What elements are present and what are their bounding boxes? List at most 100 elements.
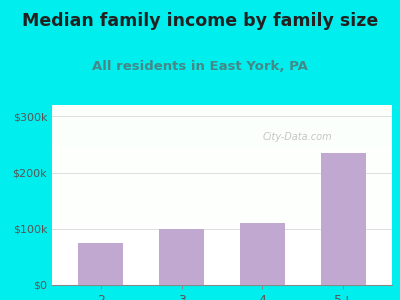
Bar: [52, 107, 392, 108]
Bar: [52, 267, 392, 268]
Bar: [52, 266, 392, 267]
Bar: [52, 127, 392, 128]
Bar: [52, 141, 392, 142]
Bar: [52, 244, 392, 245]
Bar: [52, 148, 392, 149]
Bar: [52, 157, 392, 158]
Bar: [52, 220, 392, 221]
Bar: [159, 229, 204, 285]
Bar: [52, 232, 392, 233]
Bar: [52, 233, 392, 234]
Bar: [52, 122, 392, 123]
Bar: [52, 138, 392, 139]
Bar: [52, 203, 392, 204]
Bar: [52, 151, 392, 152]
Bar: [52, 173, 392, 174]
Bar: [52, 186, 392, 187]
Bar: [52, 139, 392, 140]
Bar: [52, 279, 392, 280]
Bar: [52, 181, 392, 182]
Bar: [52, 207, 392, 208]
Bar: [52, 146, 392, 147]
Bar: [52, 227, 392, 228]
Bar: [52, 114, 392, 115]
Bar: [52, 125, 392, 126]
Bar: [52, 188, 392, 189]
Bar: [52, 271, 392, 272]
Bar: [52, 218, 392, 219]
Bar: [52, 201, 392, 202]
Bar: [52, 265, 392, 266]
Bar: [52, 276, 392, 277]
Bar: [52, 245, 392, 246]
Bar: [52, 259, 392, 260]
Bar: [52, 239, 392, 240]
Bar: [52, 113, 392, 114]
Bar: [52, 226, 392, 227]
Bar: [52, 197, 392, 198]
Bar: [52, 195, 392, 196]
Bar: [52, 230, 392, 231]
Bar: [52, 202, 392, 203]
Bar: [52, 110, 392, 111]
Bar: [52, 246, 392, 247]
Bar: [52, 261, 392, 262]
Bar: [52, 145, 392, 146]
Bar: [52, 223, 392, 224]
Bar: [52, 247, 392, 248]
Bar: [52, 258, 392, 259]
Bar: [52, 219, 392, 220]
Bar: [52, 193, 392, 194]
Bar: [52, 109, 392, 110]
Bar: [52, 180, 392, 181]
Text: Median family income by family size: Median family income by family size: [22, 12, 378, 30]
Bar: [52, 174, 392, 175]
Bar: [52, 216, 392, 217]
Bar: [240, 223, 285, 285]
Text: All residents in East York, PA: All residents in East York, PA: [92, 60, 308, 73]
Bar: [52, 268, 392, 269]
Bar: [52, 210, 392, 211]
Bar: [52, 242, 392, 243]
Bar: [52, 273, 392, 274]
Bar: [52, 166, 392, 167]
Bar: [52, 274, 392, 275]
Bar: [52, 183, 392, 184]
Bar: [52, 118, 392, 119]
Bar: [52, 177, 392, 178]
Bar: [52, 185, 392, 186]
Bar: [52, 142, 392, 143]
Bar: [52, 172, 392, 173]
Bar: [52, 224, 392, 225]
Bar: [52, 164, 392, 165]
Bar: [52, 117, 392, 118]
Bar: [78, 243, 123, 285]
Bar: [52, 121, 392, 122]
Bar: [52, 243, 392, 244]
Bar: [52, 129, 392, 130]
Bar: [52, 150, 392, 151]
Bar: [52, 282, 392, 283]
Bar: [52, 115, 392, 116]
Bar: [52, 178, 392, 179]
Bar: [52, 190, 392, 191]
Bar: [52, 221, 392, 222]
Bar: [52, 278, 392, 279]
Bar: [52, 159, 392, 160]
Bar: [52, 228, 392, 229]
Bar: [52, 192, 392, 193]
Bar: [52, 132, 392, 133]
Bar: [52, 161, 392, 162]
Bar: [52, 170, 392, 171]
Bar: [52, 260, 392, 261]
Bar: [52, 254, 392, 255]
Bar: [52, 215, 392, 216]
Bar: [52, 213, 392, 214]
Bar: [52, 128, 392, 129]
Bar: [52, 126, 392, 127]
Bar: [52, 144, 392, 145]
Bar: [52, 206, 392, 207]
Bar: [52, 133, 392, 134]
Bar: [52, 158, 392, 159]
Bar: [52, 277, 392, 278]
